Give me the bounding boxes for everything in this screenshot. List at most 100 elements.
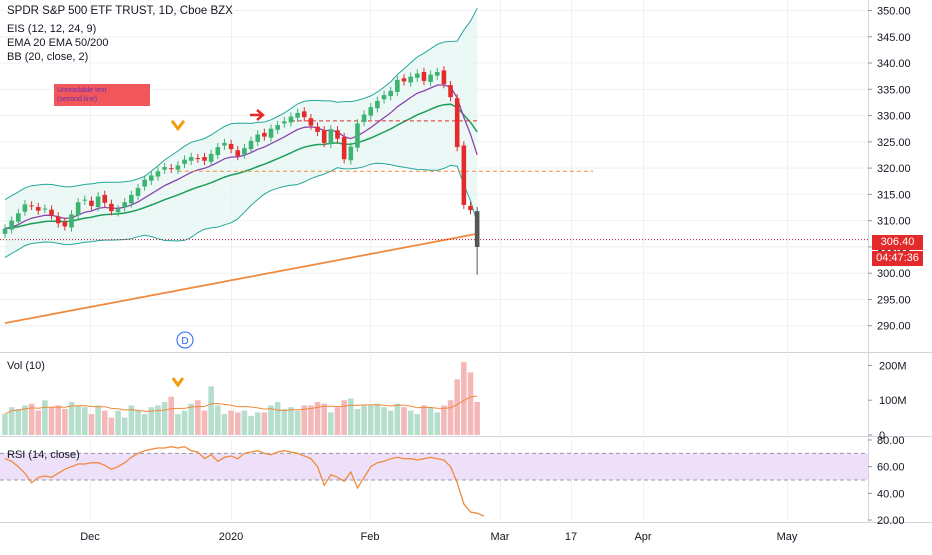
volume-bar xyxy=(168,396,175,435)
volume-bar xyxy=(308,405,314,435)
candle-body xyxy=(195,158,201,160)
candle-body xyxy=(441,70,447,85)
price-axis-label: 315.00 xyxy=(877,189,911,201)
candle-body xyxy=(461,145,467,205)
volume-bar xyxy=(321,403,327,435)
chart-title: SPDR S&P 500 ETF TRUST, 1D, Cboe BZX xyxy=(7,5,233,17)
candle-body xyxy=(388,90,393,97)
price-axis-label: 295.00 xyxy=(877,294,911,306)
volume-bar xyxy=(334,407,341,435)
price-axis-label: 325.00 xyxy=(877,137,911,149)
candle-body xyxy=(182,159,187,164)
rsi-line xyxy=(4,446,485,517)
candle-body xyxy=(16,213,21,222)
volume-bar xyxy=(88,414,95,435)
volume-bar xyxy=(68,401,75,435)
candle-body xyxy=(155,171,161,177)
candle-body xyxy=(454,98,460,148)
candle-body xyxy=(255,134,260,142)
candle-body xyxy=(368,107,374,116)
candle-body xyxy=(375,100,380,109)
volume-bar xyxy=(348,398,354,435)
volume-bar xyxy=(221,414,228,435)
volume-bar xyxy=(208,386,214,435)
volume-bar xyxy=(274,401,281,435)
candle-body xyxy=(242,148,247,155)
volume-bar xyxy=(128,405,135,435)
candle-body xyxy=(202,157,207,161)
volume-bar xyxy=(401,407,407,435)
volume-bar xyxy=(441,405,447,435)
candle-body xyxy=(208,153,214,162)
candle-body xyxy=(321,130,327,143)
indicator-label: BB (20, close, 2) xyxy=(7,51,89,63)
price-badge: 306.40 xyxy=(872,235,923,250)
candle-body xyxy=(428,74,433,82)
volume-bar xyxy=(248,415,254,435)
candle-body xyxy=(235,150,241,157)
volume-bar xyxy=(188,403,194,435)
time-axis-label: Dec xyxy=(80,531,100,543)
volume-bar xyxy=(201,410,208,435)
volume-bar xyxy=(195,400,201,435)
candle-body xyxy=(89,200,94,206)
candle-body xyxy=(215,147,221,155)
dividend-marker-label: D xyxy=(181,336,188,347)
volume-bar xyxy=(35,410,42,435)
candle-body xyxy=(295,112,300,118)
time-axis-label: Apr xyxy=(634,531,651,543)
volume-bar xyxy=(414,414,421,435)
candle-body xyxy=(361,114,367,122)
price-axis-label: 300.00 xyxy=(877,268,911,280)
candle-body xyxy=(228,143,234,150)
volume-bar xyxy=(241,410,248,435)
rsi-axis-label: 80.00 xyxy=(877,435,905,447)
bollinger-lower-line xyxy=(4,162,478,258)
annotation-note-line: (second line) xyxy=(57,96,98,103)
volume-bar xyxy=(454,379,460,435)
volume-bar xyxy=(394,403,401,435)
volume-bar xyxy=(374,403,381,435)
rsi-axis-label: 20.00 xyxy=(877,515,905,527)
candle-body xyxy=(102,194,108,203)
price-axis-label: 340.00 xyxy=(877,58,911,70)
volume-bar xyxy=(48,407,55,435)
candle-body xyxy=(175,165,181,170)
volume-bar xyxy=(82,407,88,435)
rsi-band xyxy=(0,453,868,480)
candle-body xyxy=(275,125,280,130)
candle-body xyxy=(49,209,54,216)
volume-bar xyxy=(381,407,387,435)
volume-bar xyxy=(474,401,480,435)
ema50-line xyxy=(4,103,478,230)
price-axis-label: 335.00 xyxy=(877,84,911,96)
time-axis-label: Feb xyxy=(361,531,380,543)
volume-bar xyxy=(407,410,414,435)
volume-bar xyxy=(461,361,467,435)
bollinger-upper-line xyxy=(4,7,478,201)
volume-bar xyxy=(161,401,168,435)
volume-bar xyxy=(175,414,181,435)
volume-bar xyxy=(135,410,141,435)
price-axis-label: 290.00 xyxy=(877,321,911,333)
volume-bar xyxy=(95,405,101,435)
time-axis-label: 17 xyxy=(565,531,577,543)
candle-body xyxy=(395,79,400,92)
candle-body xyxy=(109,203,114,212)
candle-body xyxy=(408,76,413,83)
candle-body xyxy=(9,220,14,230)
candle-body xyxy=(35,206,41,211)
volume-bar xyxy=(314,401,321,435)
volume-bar xyxy=(421,405,427,435)
volume-bar xyxy=(447,400,454,435)
candle-body xyxy=(222,142,227,146)
candle-body xyxy=(381,95,387,100)
price-axis-label: 320.00 xyxy=(877,163,911,175)
dividend-marker-icon xyxy=(176,331,194,349)
candle-body xyxy=(348,146,354,161)
volume-bar xyxy=(268,405,274,435)
volume-bar xyxy=(434,412,441,435)
volume-bar xyxy=(55,405,61,435)
price-axis-label: 310.00 xyxy=(877,216,911,228)
